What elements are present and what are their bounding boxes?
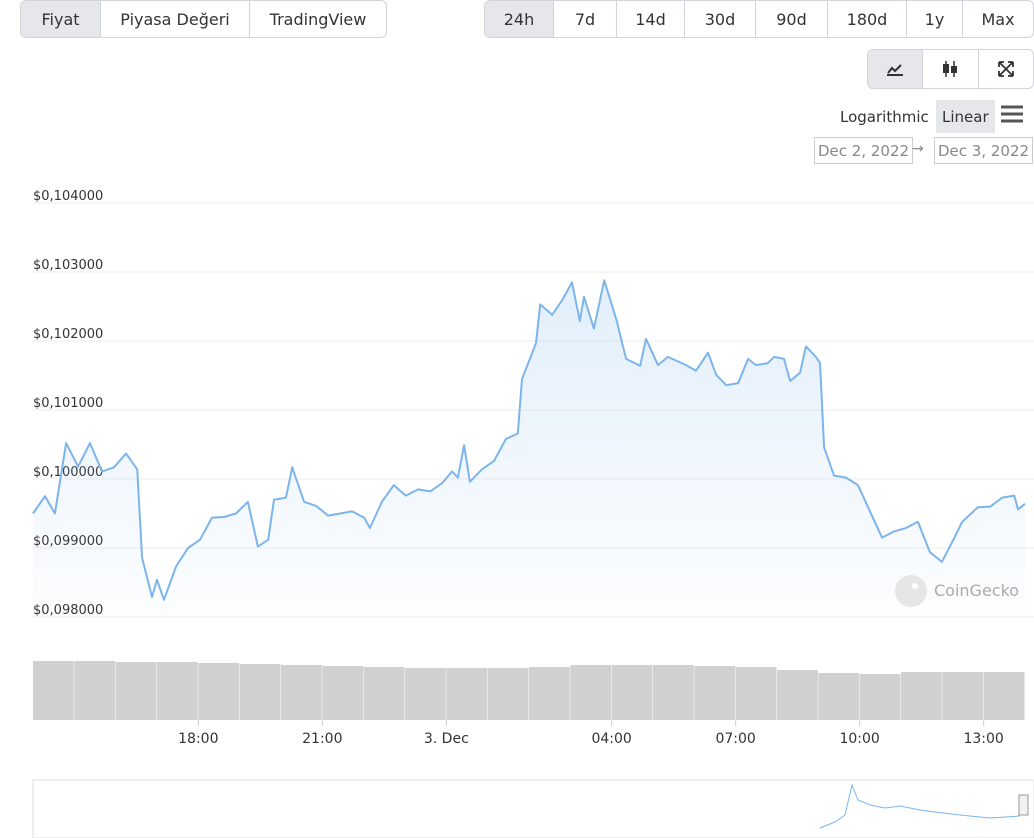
volume-bar [942, 672, 984, 720]
button[interactable]: 7d [554, 1, 617, 37]
volume-bar [487, 668, 529, 720]
volume-bar [735, 667, 777, 720]
volume-bar [694, 666, 736, 720]
volume-bar [570, 665, 612, 720]
date-to[interactable]: Dec 3, 2022 [934, 137, 1034, 164]
volume-bar [653, 665, 694, 720]
volume-bar [239, 664, 281, 720]
x-tick-label: 10:00 [839, 731, 879, 747]
price-line [32, 279, 1026, 601]
button[interactable]: 1y [907, 1, 963, 37]
candle-icon [943, 61, 958, 77]
y-tick-label: $0,102000 [33, 327, 103, 342]
x-tick-label: 3. Dec [424, 731, 469, 747]
button[interactable]: 14d [617, 1, 685, 37]
scale-option[interactable]: Logarithmic [840, 107, 929, 126]
date-from[interactable]: Dec 2, 2022 [814, 137, 914, 164]
line-icon [887, 64, 904, 76]
button[interactable]: Fiyat [21, 1, 101, 37]
button[interactable]: 180d [828, 1, 907, 37]
candle-chart-button[interactable] [923, 50, 979, 88]
scale-option[interactable]: Linear [936, 100, 995, 133]
volume-bar [529, 667, 570, 720]
line-chart-button[interactable] [868, 50, 924, 88]
y-tick-label: $0,103000 [33, 258, 103, 273]
volume-bar [983, 672, 1025, 720]
y-tick-label: $0,104000 [33, 189, 103, 204]
date-separator: → [912, 141, 924, 157]
price-area [33, 280, 1025, 617]
watermark: CoinGecko [895, 575, 1019, 607]
volume-bar [115, 662, 157, 720]
volume-bar [363, 667, 405, 720]
watermark-logo [895, 575, 927, 607]
x-tick-label: 04:00 [591, 731, 631, 747]
navigator [32, 779, 1034, 838]
button[interactable]: 30d [685, 1, 756, 37]
volume-bar [33, 661, 74, 720]
x-tick-label: 18:00 [178, 731, 218, 747]
volume-bar [281, 665, 322, 720]
button[interactable]: Piyasa Değeri [101, 1, 250, 37]
watermark-text: CoinGecko [934, 581, 1019, 600]
range-group: 24h 7d 14d 30d 90d 180d 1y Max [484, 0, 1034, 38]
fullscreen-button[interactable] [979, 50, 1033, 88]
button[interactable]: 24h [485, 1, 554, 37]
button[interactable]: Max [981, 9, 1015, 29]
navigator-line [819, 783, 1021, 829]
y-tick-label: $0,101000 [33, 396, 103, 411]
button[interactable]: TradingView [269, 9, 367, 29]
volume-bar [74, 661, 116, 720]
expand-icon [997, 61, 1014, 77]
volume-bar [157, 662, 198, 720]
tab-group: Fiyat Piyasa Değeri TradingView [20, 0, 387, 38]
chart-type-group [867, 49, 1034, 89]
button[interactable]: 90d [756, 1, 828, 37]
watermark-eye [912, 583, 918, 589]
volume-bar [818, 673, 860, 720]
volume-bar [322, 666, 364, 720]
volume-bar [198, 663, 240, 720]
volume-bar [777, 670, 818, 720]
x-tick-label: 07:00 [715, 731, 755, 747]
volume-bar [405, 668, 446, 720]
x-tick-label: 21:00 [302, 731, 342, 747]
x-tick-label: 13:00 [963, 731, 1003, 747]
volume-bar [901, 672, 942, 720]
menu-icon[interactable] [1000, 104, 1024, 124]
volume-bar [611, 665, 653, 720]
navigator-handle[interactable] [1018, 794, 1029, 816]
volume-bar [859, 674, 901, 720]
volume-bar [446, 668, 488, 720]
